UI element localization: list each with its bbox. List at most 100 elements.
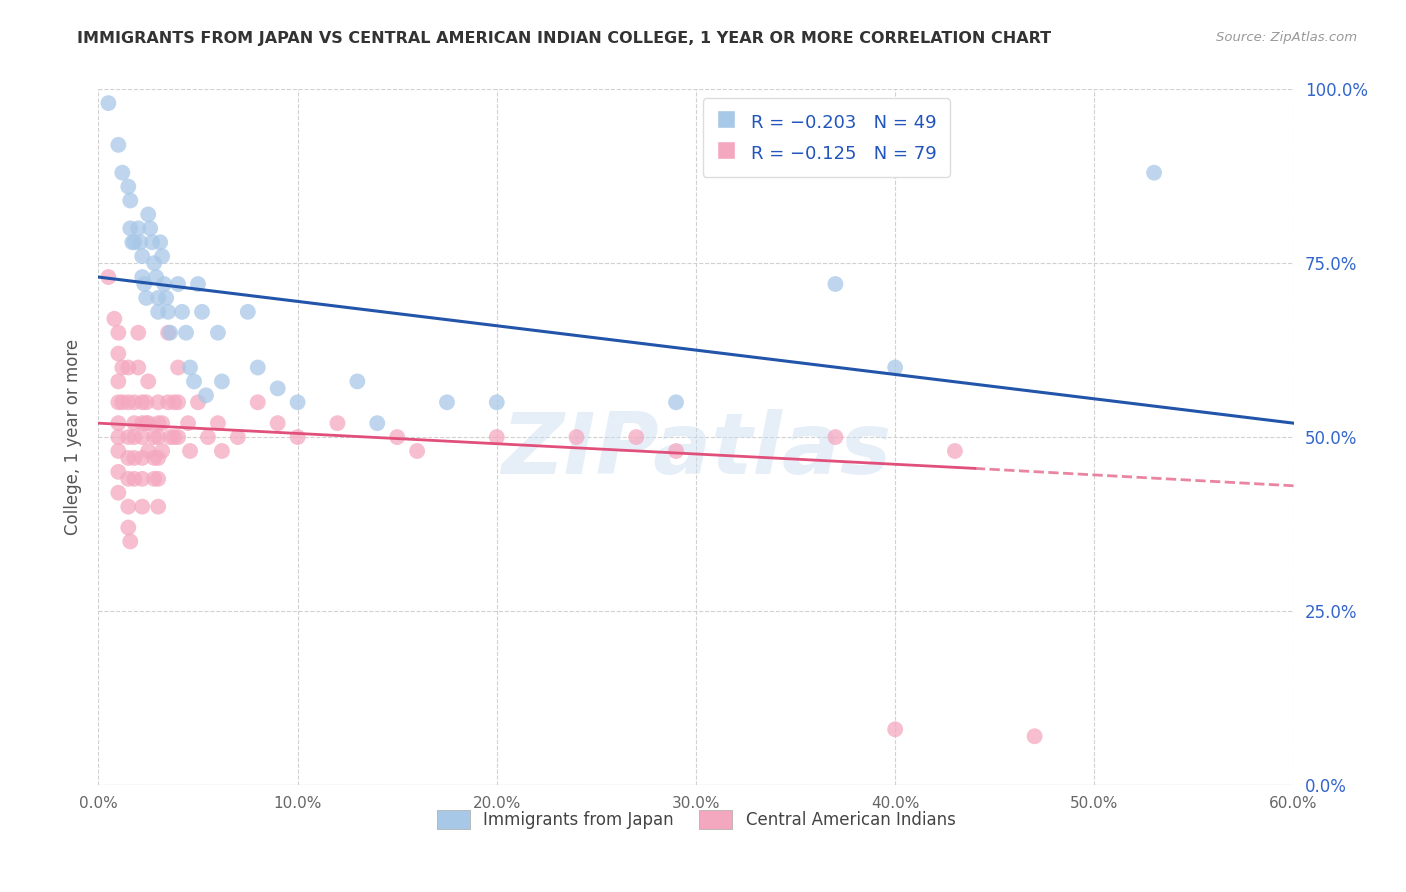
Point — [124, 450, 146, 465]
Point — [211, 375, 233, 389]
Point — [107, 326, 129, 340]
Point — [120, 534, 142, 549]
Point — [246, 360, 269, 375]
Point — [97, 270, 120, 285]
Point — [149, 235, 172, 250]
Point — [117, 450, 139, 465]
Point — [153, 277, 176, 291]
Point — [148, 416, 170, 430]
Point — [131, 270, 153, 285]
Point — [287, 430, 309, 444]
Point — [107, 395, 129, 409]
Point — [117, 430, 139, 444]
Point — [117, 395, 139, 409]
Point — [120, 194, 142, 208]
Point — [124, 395, 146, 409]
Point — [565, 430, 588, 444]
Point — [159, 326, 181, 340]
Point — [157, 305, 180, 319]
Point — [159, 430, 181, 444]
Point — [326, 416, 349, 430]
Point — [179, 444, 201, 458]
Y-axis label: College, 1 year or more: College, 1 year or more — [65, 339, 83, 535]
Point — [111, 360, 134, 375]
Point — [143, 472, 166, 486]
Point — [287, 395, 309, 409]
Point — [148, 500, 170, 514]
Point — [107, 465, 129, 479]
Point — [150, 416, 173, 430]
Point — [107, 416, 129, 430]
Point — [135, 291, 157, 305]
Point — [148, 395, 170, 409]
Point — [167, 277, 190, 291]
Point — [626, 430, 648, 444]
Point — [148, 305, 170, 319]
Point — [131, 395, 153, 409]
Point — [824, 430, 846, 444]
Point — [150, 444, 173, 458]
Point — [157, 326, 180, 340]
Point — [155, 291, 177, 305]
Point — [107, 485, 129, 500]
Point — [943, 444, 966, 458]
Point — [135, 416, 157, 430]
Point — [246, 395, 269, 409]
Point — [131, 416, 153, 430]
Point — [111, 395, 134, 409]
Point — [124, 416, 146, 430]
Point — [139, 221, 162, 235]
Point — [127, 360, 149, 375]
Point — [111, 166, 134, 180]
Point — [884, 360, 907, 375]
Point — [117, 472, 139, 486]
Point — [195, 388, 218, 402]
Point — [157, 395, 180, 409]
Point — [267, 416, 290, 430]
Point — [131, 500, 153, 514]
Point — [136, 207, 159, 221]
Point — [148, 450, 170, 465]
Point — [107, 444, 129, 458]
Point — [107, 346, 129, 360]
Point — [346, 375, 368, 389]
Point — [131, 450, 153, 465]
Point — [143, 430, 166, 444]
Text: Source: ZipAtlas.com: Source: ZipAtlas.com — [1216, 31, 1357, 45]
Point — [148, 291, 170, 305]
Point — [191, 305, 214, 319]
Point — [226, 430, 249, 444]
Point — [148, 472, 170, 486]
Point — [124, 430, 146, 444]
Point — [103, 311, 125, 326]
Point — [127, 221, 149, 235]
Point — [665, 444, 688, 458]
Point — [107, 430, 129, 444]
Point — [120, 221, 142, 235]
Point — [207, 416, 229, 430]
Point — [436, 395, 458, 409]
Point — [485, 430, 508, 444]
Point — [485, 395, 508, 409]
Point — [131, 430, 153, 444]
Point — [127, 326, 149, 340]
Point — [172, 305, 194, 319]
Point — [665, 395, 688, 409]
Point — [183, 375, 205, 389]
Point — [163, 395, 186, 409]
Point — [107, 137, 129, 152]
Point — [167, 360, 190, 375]
Point — [117, 500, 139, 514]
Point — [121, 235, 143, 250]
Point — [136, 375, 159, 389]
Point — [131, 472, 153, 486]
Point — [406, 444, 429, 458]
Point — [150, 249, 173, 263]
Point — [117, 520, 139, 534]
Text: IMMIGRANTS FROM JAPAN VS CENTRAL AMERICAN INDIAN COLLEGE, 1 YEAR OR MORE CORRELA: IMMIGRANTS FROM JAPAN VS CENTRAL AMERICA… — [77, 31, 1052, 46]
Point — [824, 277, 846, 291]
Point — [366, 416, 388, 430]
Point — [136, 416, 159, 430]
Point — [236, 305, 259, 319]
Point — [163, 430, 186, 444]
